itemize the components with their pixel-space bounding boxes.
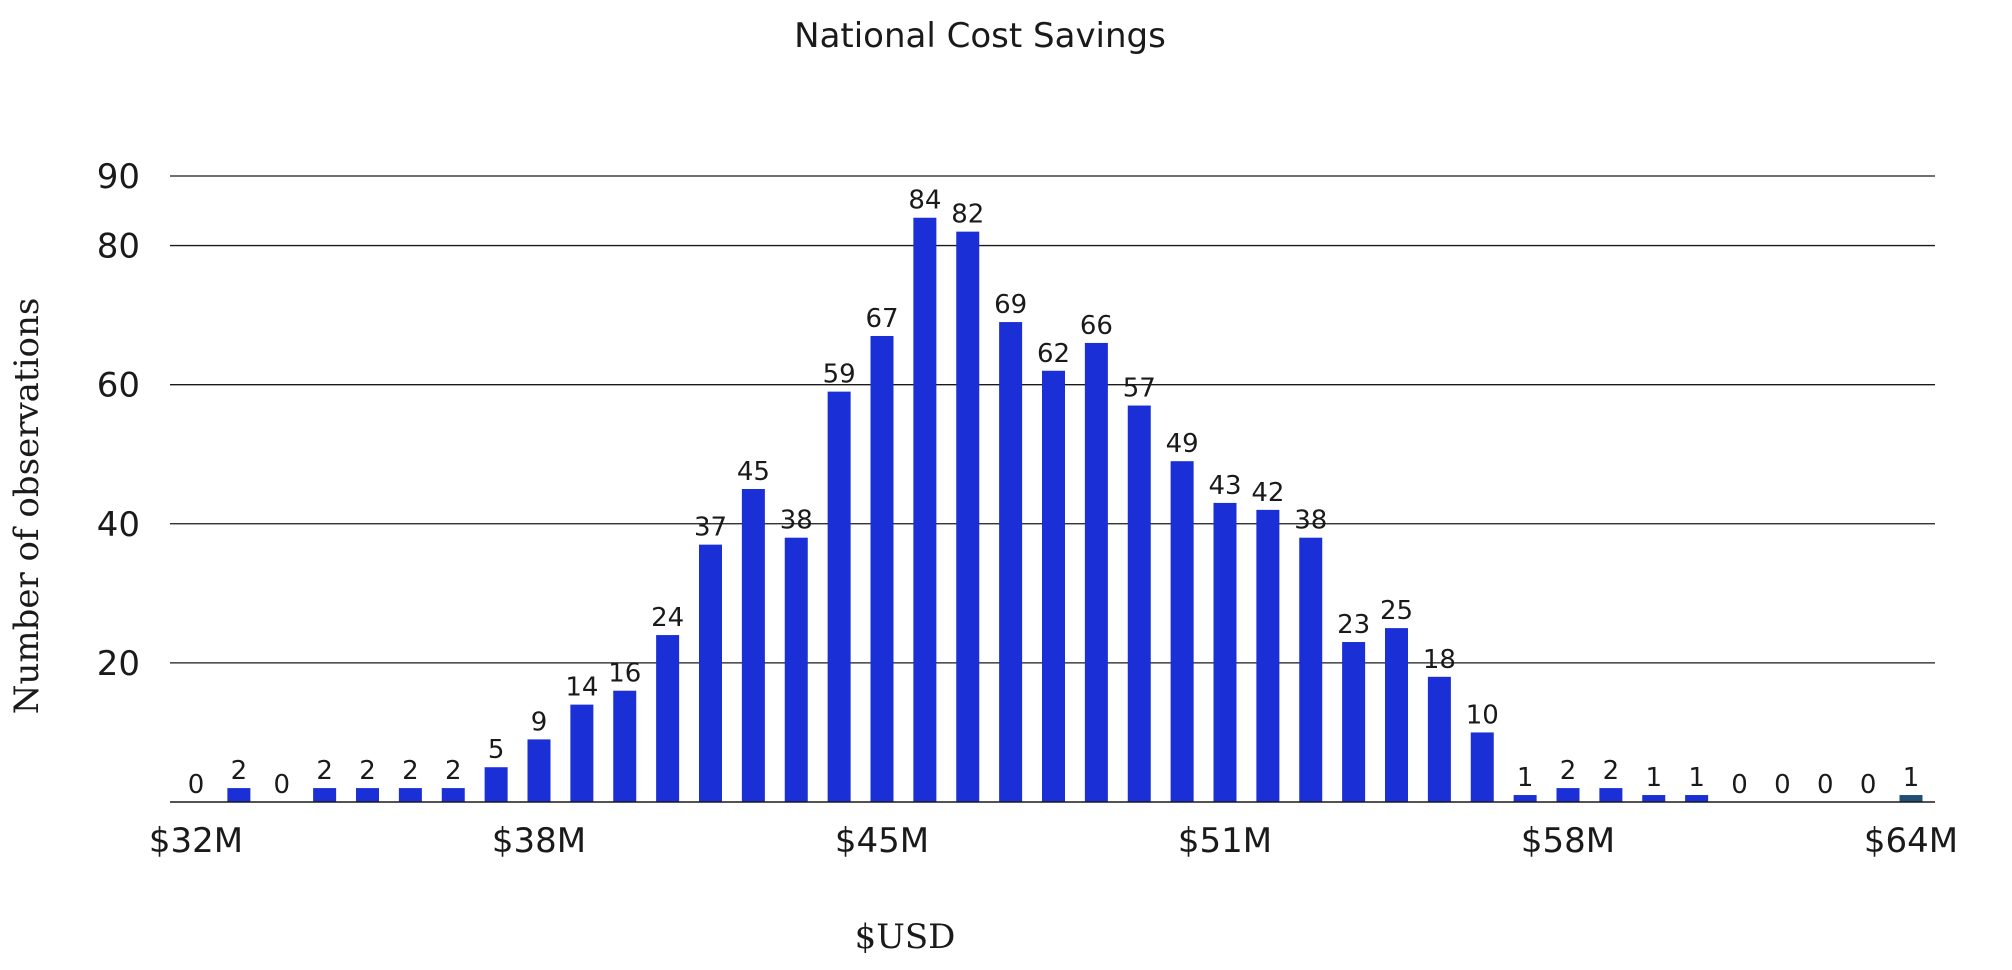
data-label: 0 — [1817, 770, 1834, 800]
bar — [1642, 795, 1666, 802]
y-tick-label: 80 — [97, 227, 140, 267]
x-tick-label: $58M — [1521, 821, 1615, 861]
data-label: 2 — [231, 756, 248, 786]
bar — [1299, 537, 1323, 802]
bar — [1256, 509, 1280, 802]
bar — [227, 788, 251, 802]
data-label: 24 — [651, 603, 684, 633]
x-tick-label: $45M — [835, 821, 929, 861]
data-label: 1 — [1517, 763, 1534, 793]
data-label: 16 — [608, 659, 641, 689]
bar — [398, 788, 422, 802]
data-label: 0 — [1860, 770, 1877, 800]
data-label: 62 — [1037, 339, 1070, 369]
y-tick-label: 20 — [97, 644, 140, 684]
data-label: 2 — [359, 756, 376, 786]
x-tick-label: $51M — [1178, 821, 1272, 861]
bar — [999, 322, 1023, 802]
bar — [1685, 795, 1709, 802]
bar — [1599, 788, 1623, 802]
bar — [441, 788, 465, 802]
data-label: 23 — [1337, 610, 1370, 640]
bar — [1084, 342, 1108, 802]
data-label: 57 — [1123, 374, 1156, 404]
bar — [741, 489, 765, 802]
bar — [913, 217, 937, 802]
bar — [1385, 628, 1408, 802]
data-label: 5 — [488, 735, 505, 765]
data-label: 66 — [1080, 311, 1113, 341]
data-label: 0 — [188, 770, 205, 800]
data-label: 42 — [1251, 478, 1284, 508]
bar — [1427, 676, 1451, 802]
x-tick-label: $32M — [149, 821, 243, 861]
bar — [613, 690, 637, 802]
data-label: 10 — [1466, 700, 1499, 730]
data-label: 49 — [1166, 429, 1199, 459]
bars — [227, 217, 1923, 803]
bar — [527, 739, 551, 802]
y-tick-label: 60 — [97, 366, 140, 406]
x-axis-label: $USD — [855, 917, 956, 957]
y-tick-label: 90 — [97, 157, 140, 197]
data-label: 2 — [402, 756, 419, 786]
data-label: 18 — [1423, 645, 1456, 675]
bar — [1899, 795, 1923, 802]
data-label: 59 — [823, 360, 856, 390]
bar — [699, 544, 722, 802]
y-axis-label: Number of observations — [7, 298, 47, 715]
data-label: 2 — [445, 756, 462, 786]
data-label: 37 — [694, 513, 727, 543]
data-label: 2 — [1603, 756, 1620, 786]
bar — [313, 788, 337, 802]
bar — [570, 704, 594, 802]
data-label: 82 — [951, 200, 984, 230]
bar — [656, 635, 680, 802]
data-label: 0 — [1774, 770, 1791, 800]
data-label: 14 — [565, 673, 598, 703]
data-label: 0 — [273, 770, 290, 800]
data-label: 84 — [908, 186, 941, 216]
data-label: 45 — [737, 457, 770, 487]
data-label: 2 — [1560, 756, 1577, 786]
data-label: 1 — [1903, 763, 1920, 793]
x-tick-label: $64M — [1864, 821, 1958, 861]
bar — [956, 231, 980, 803]
data-label: 0 — [1731, 770, 1748, 800]
bar — [1042, 370, 1065, 802]
bar — [1342, 642, 1366, 802]
data-label: 38 — [1294, 506, 1327, 536]
data-label: 1 — [1645, 763, 1662, 793]
data-label: 9 — [531, 707, 548, 737]
data-label: 2 — [316, 756, 333, 786]
x-tick-label: $38M — [492, 821, 586, 861]
bar — [784, 537, 808, 802]
bar — [1513, 795, 1537, 802]
bar — [1556, 788, 1580, 802]
bar — [356, 788, 379, 802]
y-tick-label: 40 — [97, 505, 140, 545]
chart-title: National Cost Savings — [794, 16, 1166, 56]
bar — [870, 335, 894, 802]
bar — [484, 767, 508, 802]
data-label: 43 — [1208, 471, 1241, 501]
bar — [1170, 461, 1194, 802]
bar — [1470, 732, 1494, 802]
data-label: 67 — [865, 304, 898, 334]
x-axis-ticks: $32M $38M $45M $51M $58M $64M — [149, 821, 1958, 861]
data-label: 25 — [1380, 596, 1413, 626]
data-label: 69 — [994, 290, 1027, 320]
bar — [1213, 502, 1237, 802]
bar — [1127, 405, 1151, 802]
data-label: 38 — [780, 506, 813, 536]
data-label: 1 — [1688, 763, 1705, 793]
bar — [827, 391, 851, 802]
y-axis-ticks: 20 40 60 80 90 — [97, 157, 140, 684]
